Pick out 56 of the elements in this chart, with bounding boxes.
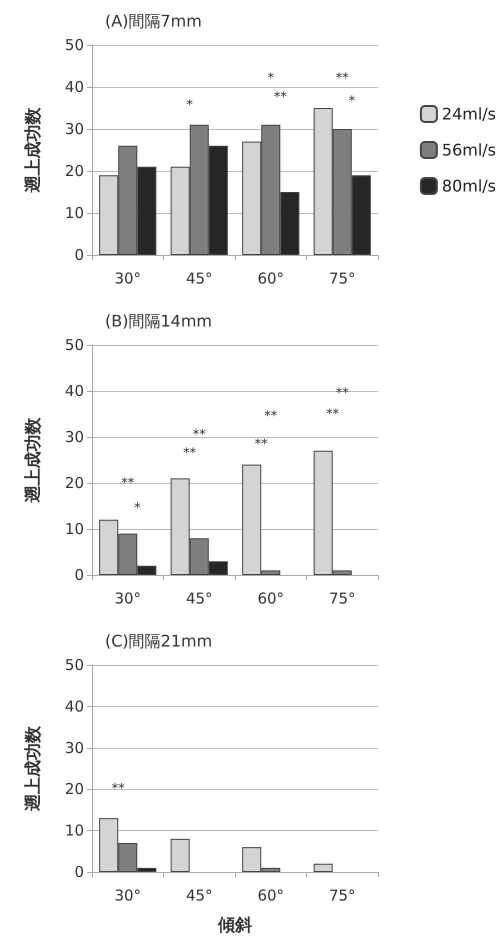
annotation: * [268, 70, 274, 86]
annotation: * [186, 98, 194, 114]
chart-title: (C)間隔21mm [105, 632, 212, 650]
y-tick-label: 10 [64, 204, 84, 222]
annotation: ** [112, 781, 126, 796]
chart-title: (A)間隔7mm [105, 12, 202, 30]
y-tick-label: 40 [64, 697, 84, 716]
y-axis-title: 遡上成功数 [24, 416, 44, 504]
y-tick-label: 20 [64, 162, 84, 180]
y-axis-title: 遡上成功数 [24, 106, 44, 194]
y-tick-label: 30 [64, 428, 84, 446]
y-tick-label: 20 [64, 474, 84, 492]
annotation: ** [192, 428, 206, 443]
annotation: ** [336, 70, 350, 86]
x-tick-label: 30° [114, 590, 142, 608]
chart-title: (B)間隔14mm [105, 312, 212, 330]
annotation: * [134, 501, 142, 516]
x-tick-label: 30° [114, 886, 142, 904]
bar [314, 864, 333, 872]
y-tick-label: 0 [74, 863, 84, 881]
x-tick-label: 75° [328, 886, 356, 904]
x-axis-title: 傾斜 [217, 916, 252, 936]
y-tick-label: 50 [64, 336, 84, 354]
y-tick-label: 30 [64, 120, 84, 138]
x-tick-label: 75° [328, 590, 356, 608]
annotation: ** [183, 446, 197, 461]
y-tick-label: 10 [64, 822, 84, 840]
legend-label: 56ml/s [442, 140, 496, 160]
y-tick-label: 40 [64, 78, 84, 96]
y-tick-label: 0 [74, 246, 84, 264]
annotation: ** [254, 436, 268, 452]
annotation: ** [326, 406, 340, 422]
x-tick-label: 75° [328, 270, 356, 288]
x-tick-label: 45° [186, 590, 213, 608]
annotation: * [348, 94, 356, 109]
annotation: ** [336, 386, 350, 402]
x-tick-label: 60° [257, 590, 284, 608]
annotation: ** [121, 476, 135, 491]
annotation: ** [264, 409, 278, 424]
bar [170, 838, 190, 872]
annotation: ** [274, 90, 288, 105]
x-tick-label: 45° [186, 886, 213, 904]
y-tick-label: 40 [64, 382, 84, 400]
y-tick-label: 10 [64, 520, 84, 538]
legend-label: 24ml/s [442, 104, 496, 124]
y-tick-label: 50 [64, 36, 84, 54]
y-tick-label: 50 [64, 656, 84, 674]
x-tick-label: 45° [186, 270, 213, 288]
x-tick-label: 60° [257, 270, 284, 288]
y-axis-title: 遡上成功数 [24, 725, 44, 812]
y-tick-label: 30 [64, 738, 84, 757]
x-tick-label: 30° [114, 270, 142, 288]
y-tick-label: 20 [64, 780, 84, 798]
x-tick-label: 60° [257, 886, 284, 904]
legend-label: 80ml/s [442, 176, 496, 196]
y-tick-label: 0 [74, 566, 84, 584]
